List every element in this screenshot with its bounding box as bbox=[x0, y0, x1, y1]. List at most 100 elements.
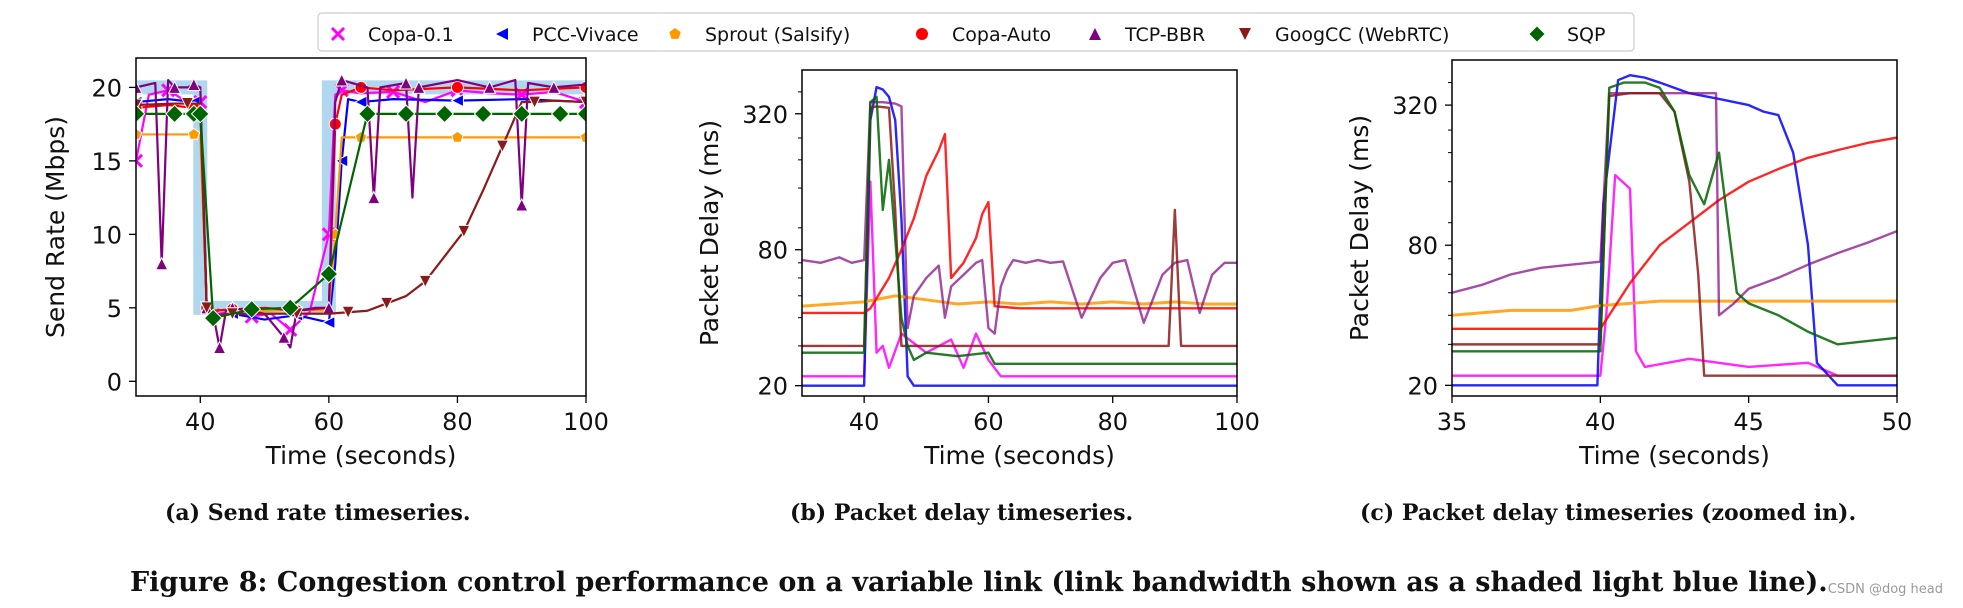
data-point bbox=[527, 95, 542, 110]
legend-entry: PCC-Vivace bbox=[496, 24, 639, 46]
data-point bbox=[547, 80, 561, 94]
y-tick-label: 320 bbox=[1392, 92, 1438, 120]
data-point bbox=[495, 139, 510, 154]
data-point bbox=[512, 104, 532, 124]
caption-c: (c) Packet delay timeseries (zoomed in). bbox=[1360, 500, 1857, 526]
watermark: CSDN @dog head bbox=[1827, 582, 1943, 597]
y-tick-label: 20 bbox=[91, 74, 122, 102]
x-tick-label: 60 bbox=[314, 408, 345, 436]
data-point bbox=[379, 296, 394, 311]
legend-entry: Sprout (Salsify) bbox=[669, 24, 850, 46]
data-point bbox=[514, 197, 529, 212]
x-tick-label: 80 bbox=[442, 408, 473, 436]
legend-frame bbox=[317, 12, 1635, 52]
legend-label: GoogCC (WebRTC) bbox=[1275, 24, 1449, 46]
y-tick-label: 20 bbox=[1407, 372, 1438, 400]
data-point bbox=[418, 274, 433, 289]
plot-area bbox=[1452, 74, 1897, 387]
series-line bbox=[802, 132, 1237, 315]
data-point bbox=[473, 104, 493, 124]
y-tick-label: 15 bbox=[91, 148, 122, 176]
y-tick-label: 10 bbox=[91, 221, 122, 249]
data-point bbox=[482, 80, 497, 94]
legend-entry: SQP bbox=[1529, 24, 1605, 46]
data-point bbox=[451, 130, 464, 143]
data-point bbox=[396, 104, 416, 124]
y-tick-label: 5 bbox=[107, 295, 122, 323]
data-point bbox=[457, 224, 471, 239]
plot-area bbox=[136, 72, 586, 355]
legend-label: TCP-BBR bbox=[1124, 24, 1205, 46]
data-point bbox=[136, 80, 143, 94]
series-line bbox=[802, 105, 1237, 348]
x-axis-label: Time (seconds) bbox=[923, 441, 1115, 470]
y-tick-label: 20 bbox=[757, 373, 788, 401]
data-point bbox=[136, 127, 143, 140]
series-line bbox=[1452, 92, 1897, 317]
panel-packet-delay-zoomed: 35 40 45 50 20 80 320 Time (seconds) Packet Dela… bbox=[1345, 59, 1913, 470]
data-point bbox=[319, 264, 339, 284]
panel-packet-delay: 40 60 80 100 20 80 320 Time (seconds) Packet Del… bbox=[695, 69, 1260, 470]
x-tick-label: 50 bbox=[1882, 408, 1913, 436]
data-point bbox=[450, 93, 464, 108]
x-axis-label: Time (seconds) bbox=[1578, 441, 1770, 470]
data-point bbox=[154, 256, 169, 271]
legend-marker bbox=[1529, 26, 1545, 42]
series-line bbox=[1452, 81, 1897, 353]
x-tick-label: 40 bbox=[185, 408, 216, 436]
data-point bbox=[187, 77, 201, 91]
figure-caption: Figure 8: Congestion control performance… bbox=[130, 567, 1828, 598]
data-point bbox=[353, 95, 368, 109]
legend-entry: Copa-Auto bbox=[916, 24, 1051, 46]
series-line bbox=[1452, 173, 1897, 377]
x-tick-label: 100 bbox=[1214, 408, 1260, 436]
legend-label: Sprout (Salsify) bbox=[705, 24, 850, 46]
data-point bbox=[277, 330, 291, 344]
x-tick-label: 40 bbox=[1585, 408, 1616, 436]
data-point bbox=[334, 72, 349, 87]
data-point bbox=[136, 153, 144, 168]
legend-marker bbox=[669, 28, 681, 39]
y-tick-label: 320 bbox=[742, 101, 788, 129]
plot-frame bbox=[1451, 59, 1898, 397]
x-tick-label: 80 bbox=[1097, 408, 1128, 436]
legend-marker bbox=[1089, 28, 1101, 40]
data-point bbox=[167, 80, 182, 94]
caption-b: (b) Packet delay timeseries. bbox=[790, 500, 1134, 526]
legend-label: SQP bbox=[1567, 24, 1605, 46]
legend-label: PCC-Vivace bbox=[532, 24, 639, 46]
legend: Copa-0.1 PCC-Vivace Sprout (Salsify) Copa-A… bbox=[317, 12, 1635, 52]
x-tick-label: 35 bbox=[1437, 408, 1468, 436]
data-point bbox=[576, 104, 586, 124]
legend-entry: GoogCC (WebRTC) bbox=[1239, 24, 1449, 46]
data-point bbox=[187, 127, 201, 140]
x-tick-label: 60 bbox=[973, 408, 1004, 436]
data-point bbox=[579, 95, 586, 110]
series-line bbox=[802, 101, 1237, 335]
data-point bbox=[450, 80, 464, 94]
data-point bbox=[203, 308, 223, 328]
data-point bbox=[199, 301, 214, 315]
y-axis-label: Send Rate (Mbps) bbox=[41, 116, 70, 338]
legend-marker bbox=[496, 28, 508, 40]
y-axis-label: Packet Delay (ms) bbox=[1345, 115, 1374, 341]
data-point bbox=[136, 104, 146, 124]
series-line bbox=[802, 95, 1237, 365]
data-point bbox=[212, 340, 227, 355]
series-line bbox=[802, 180, 1237, 378]
legend-entry: Copa-0.1 bbox=[330, 24, 454, 46]
data-point bbox=[579, 130, 586, 143]
legend-marker bbox=[1239, 28, 1251, 40]
plot-frame bbox=[135, 57, 587, 397]
data-point bbox=[165, 104, 185, 124]
data-point bbox=[386, 84, 401, 99]
data-point bbox=[334, 154, 349, 168]
legend-entry: TCP-BBR bbox=[1089, 24, 1205, 46]
panel-send-rate: 40 60 80 100 0 5 10 15 20 Time (seconds) Send Rate… bbox=[41, 57, 609, 470]
data-point bbox=[435, 104, 455, 124]
data-point bbox=[550, 104, 570, 124]
x-tick-label: 45 bbox=[1733, 408, 1764, 436]
x-axis-label: Time (seconds) bbox=[265, 441, 457, 470]
data-point bbox=[242, 299, 262, 319]
